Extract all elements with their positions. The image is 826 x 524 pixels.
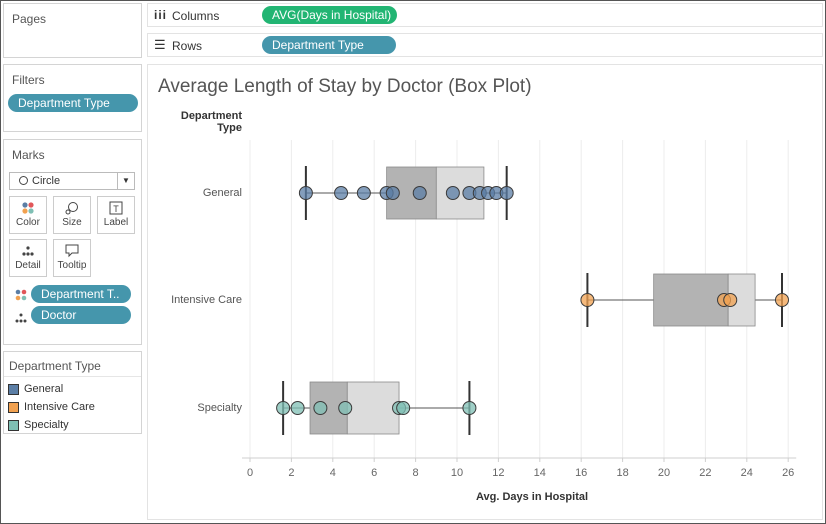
rows-icon: ☰ bbox=[154, 37, 166, 52]
legend-title: Department Type bbox=[9, 359, 101, 373]
tooltip-icon bbox=[54, 240, 90, 260]
row-label-specialty: Specialty bbox=[197, 402, 242, 414]
filters-title: Filters bbox=[12, 73, 45, 87]
legend-panel: Department Type General Intensive Care S… bbox=[3, 351, 142, 434]
circle-icon bbox=[19, 176, 28, 185]
marks-label-button[interactable]: T Label bbox=[97, 196, 135, 234]
marks-label-label: Label bbox=[103, 217, 129, 228]
chevron-down-icon[interactable]: ▼ bbox=[117, 173, 134, 189]
legend-swatch bbox=[8, 384, 19, 395]
detail-icon bbox=[10, 240, 46, 260]
marks-detail-label: Detail bbox=[15, 260, 41, 271]
marks-title: Marks bbox=[12, 148, 45, 162]
rows-shelf[interactable]: ☰ Rows Department Type bbox=[147, 33, 823, 57]
marks-field-department-type[interactable]: Department T.. bbox=[31, 285, 131, 303]
columns-label: Columns bbox=[172, 9, 220, 23]
marks-color-button[interactable]: Color bbox=[9, 196, 47, 234]
filters-panel: Filters Department Type bbox=[3, 64, 142, 132]
x-axis-title: Avg. Days in Hospital bbox=[475, 491, 589, 503]
svg-text:T: T bbox=[113, 204, 119, 214]
marks-size-button[interactable]: Size bbox=[53, 196, 91, 234]
size-icon bbox=[54, 197, 90, 217]
pages-title: Pages bbox=[12, 12, 47, 26]
marks-size-label: Size bbox=[62, 217, 82, 228]
marks-detail-button[interactable]: Detail bbox=[9, 239, 47, 277]
legend-swatch bbox=[8, 402, 19, 413]
marks-tooltip-button[interactable]: Tooltip bbox=[53, 239, 91, 277]
pages-panel: Pages bbox=[3, 3, 142, 58]
marks-color-label: Color bbox=[16, 217, 40, 228]
marks-field-doctor[interactable]: Doctor bbox=[31, 306, 131, 324]
legend-swatch bbox=[8, 420, 19, 431]
columns-shelf[interactable]: iii Columns AVG(Days in Hospital) bbox=[147, 3, 823, 27]
color-icon bbox=[10, 197, 46, 217]
color-icon bbox=[15, 288, 27, 306]
mark-type-dropdown[interactable]: Circle ▼ bbox=[9, 172, 135, 190]
marks-tooltip-label: Tooltip bbox=[57, 260, 87, 271]
rows-pill[interactable]: Department Type bbox=[262, 36, 396, 54]
mark-type-value: Circle bbox=[32, 175, 61, 187]
detail-icon bbox=[15, 310, 27, 328]
row-label-general: General bbox=[202, 187, 242, 199]
columns-pill[interactable]: AVG(Days in Hospital) bbox=[262, 6, 397, 24]
filter-pill-department-type[interactable]: Department Type bbox=[8, 94, 138, 112]
view-panel bbox=[147, 64, 823, 520]
row-header: Department Type bbox=[180, 110, 242, 134]
columns-icon: iii bbox=[154, 8, 168, 22]
legend-divider bbox=[4, 376, 141, 377]
view-title: Average Length of Stay by Doctor (Box Pl… bbox=[158, 76, 532, 97]
row-label-intensive-care: Intensive Care bbox=[171, 294, 242, 306]
rows-label: Rows bbox=[172, 39, 203, 53]
label-icon: T bbox=[98, 197, 134, 217]
